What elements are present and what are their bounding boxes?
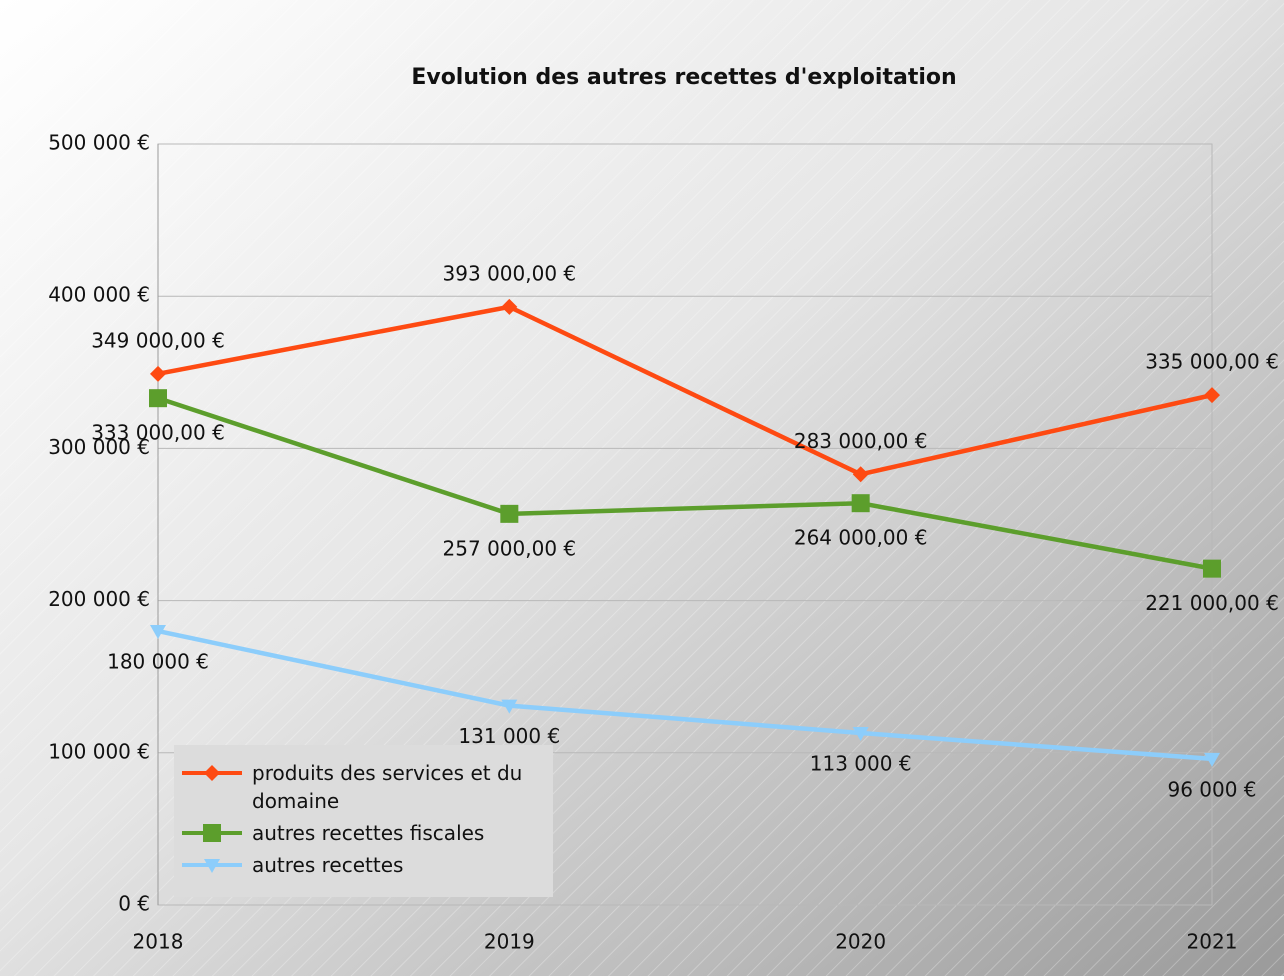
- y-tick-label: 300 000 €: [48, 435, 150, 459]
- x-tick-label: 2020: [835, 930, 886, 954]
- marker: [1204, 387, 1220, 404]
- legend-glyph: [182, 824, 242, 842]
- data-label: 96 000 €: [1167, 777, 1256, 801]
- data-label: 283 000,00 €: [794, 429, 928, 453]
- line: [157, 628, 1213, 762]
- marker: [852, 466, 869, 483]
- data-label: 333 000,00 €: [91, 421, 225, 445]
- y-tick-label: 100 000 €: [48, 739, 150, 763]
- legend-item: autres recettes fiscales: [180, 819, 553, 847]
- data-label: 131 000 €: [458, 724, 560, 748]
- marker: [150, 365, 166, 382]
- marker: [500, 504, 519, 523]
- data-label: 221 000,00 €: [1145, 591, 1279, 615]
- data-label: 264 000,00 €: [794, 526, 928, 550]
- legend-glyph: [182, 859, 242, 873]
- data-label: 113 000 €: [810, 752, 912, 776]
- marker: [204, 859, 220, 873]
- legend-label: produits des services et du domaine: [252, 761, 523, 813]
- marker: [203, 824, 221, 842]
- x-tick-label: 2021: [1187, 930, 1238, 954]
- y-tick-label: 400 000 €: [48, 283, 150, 307]
- marker: [204, 765, 220, 781]
- data-label: 349 000,00 €: [91, 328, 225, 352]
- legend-item: autres recettes: [180, 851, 553, 879]
- legend-item: produits des services et du domaine: [180, 759, 553, 815]
- legend-glyph: [182, 765, 242, 781]
- x-tick-label: 2018: [133, 930, 184, 954]
- legend-label: autres recettes fiscales: [252, 821, 485, 845]
- legend: produits des services et du domaine autre…: [174, 745, 553, 897]
- marker: [1204, 752, 1220, 767]
- data-label: 257 000,00 €: [443, 536, 577, 560]
- data-label: 335 000,00 €: [1145, 350, 1279, 374]
- marker: [852, 727, 869, 742]
- marker: [501, 298, 518, 315]
- data-label: 180 000 €: [107, 650, 209, 674]
- y-tick-label: 500 000 €: [48, 131, 150, 155]
- marker: [149, 389, 167, 408]
- marker: [150, 625, 166, 640]
- chart-title: Evolution des autres recettes d'exploita…: [411, 65, 956, 90]
- legend-label: autres recettes: [252, 853, 404, 877]
- y-tick-label: 0 €: [118, 892, 150, 916]
- line: [157, 304, 1213, 477]
- marker: [851, 494, 870, 513]
- y-tick-label: 200 000 €: [48, 587, 150, 611]
- marker: [501, 699, 518, 714]
- line: [157, 396, 1213, 571]
- marker: [1203, 559, 1221, 578]
- x-tick-label: 2019: [484, 930, 535, 954]
- data-label: 393 000,00 €: [443, 261, 577, 285]
